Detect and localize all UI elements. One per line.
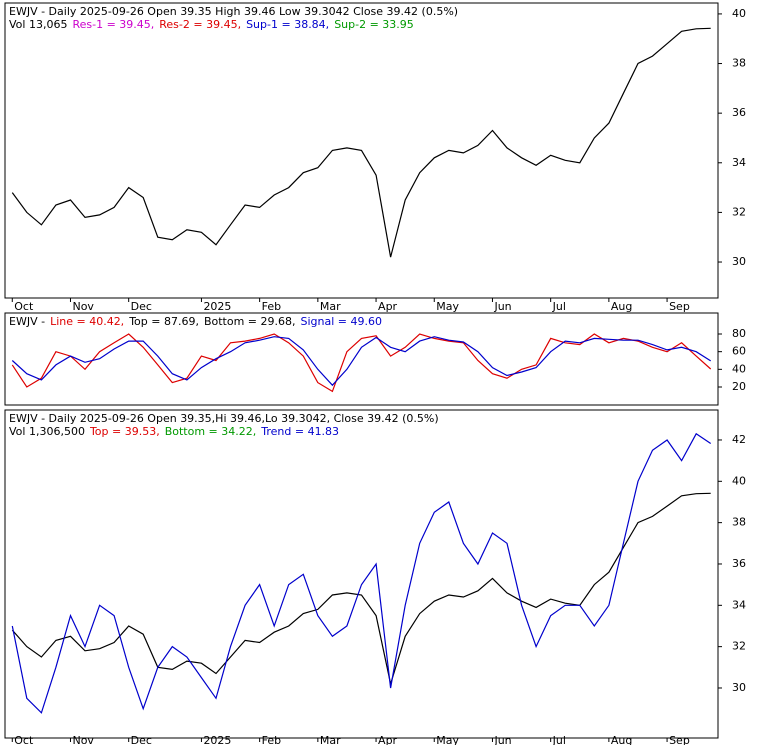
header-text: Sup-1 = 38.84, [246, 18, 329, 31]
header-line: Vol 1,306,500 Top = 39.53, Bottom = 34.22,… [9, 425, 339, 438]
y-tick-label: 42 [732, 433, 746, 446]
header-text: EWJV - Daily 2025-09-26 Open 39.35,Hi 39… [9, 412, 439, 425]
panel-frame [4, 409, 719, 739]
y-tick-label: 40 [732, 7, 746, 20]
header-text: Bottom = 34.22, [165, 425, 257, 438]
x-tick-label: Feb [262, 734, 281, 745]
series-line [11, 492, 711, 687]
header-text: Res-1 = 39.45, [72, 18, 154, 31]
y-tick-label: 80 [732, 327, 746, 340]
x-tick-label: Oct [14, 300, 34, 313]
x-tick-label: Jun [493, 734, 511, 745]
y-tick-label: 34 [732, 156, 746, 169]
x-tick-label: Aug [611, 300, 632, 313]
y-tick-label: 40 [732, 474, 746, 487]
x-tick-label: Apr [378, 734, 398, 745]
header-text: Vol 13,065 [9, 18, 67, 31]
header-line: EWJV - Daily 2025-09-26 Open 39.35,Hi 39… [9, 412, 439, 425]
y-tick-label: 60 [732, 345, 746, 358]
x-tick-label: Dec [131, 734, 152, 745]
header-text: Top = 39.53, [89, 425, 160, 438]
series-line [11, 432, 712, 714]
x-tick-label: Apr [378, 300, 398, 313]
header-line: Vol 13,065 Res-1 = 39.45, Res-2 = 39.45, Su… [9, 18, 414, 31]
x-tick-label: Feb [262, 300, 281, 313]
y-tick-label: 30 [732, 255, 746, 268]
header-text: Signal = 49.60 [301, 315, 383, 328]
header-text: Vol 1,306,500 [9, 425, 85, 438]
header-line: EWJV - Daily 2025-09-26 Open 39.35 High … [9, 5, 458, 18]
y-tick-label: 36 [732, 106, 746, 119]
x-tick-label: Nov [72, 300, 94, 313]
x-tick-label: Nov [72, 734, 94, 745]
y-tick-label: 32 [732, 205, 746, 218]
series-line [11, 27, 711, 258]
x-tick-label: Mar [320, 300, 341, 313]
header-text: Bottom = 29.68, [204, 315, 296, 328]
x-tick-label: 2025 [203, 300, 231, 313]
x-tick-label: Aug [611, 734, 632, 745]
x-tick-label: Oct [14, 734, 34, 745]
x-tick-label: Dec [131, 300, 152, 313]
x-tick-label: Jun [493, 300, 511, 313]
y-tick-label: 40 [732, 362, 746, 375]
y-tick-label: 34 [732, 598, 746, 611]
x-tick-label: Sep [669, 734, 690, 745]
x-tick-label: Sep [669, 300, 690, 313]
y-tick-label: 38 [732, 516, 746, 529]
header-text: Line = 40.42, [50, 315, 124, 328]
y-tick-label: 32 [732, 640, 746, 653]
header-text: Res-2 = 39.45, [159, 18, 241, 31]
y-tick-label: 20 [732, 380, 746, 393]
header-text: Top = 87.69, [128, 315, 199, 328]
x-tick-label: May [436, 300, 459, 313]
series-line [11, 333, 712, 393]
header-line: EWJV - Line = 40.42, Top = 87.69, Bottom = … [9, 315, 382, 328]
series-line [11, 336, 712, 387]
x-tick-label: Jul [552, 734, 566, 745]
header-text: EWJV - Daily 2025-09-26 Open 39.35 High … [9, 5, 458, 18]
x-tick-label: May [436, 734, 459, 745]
header-text: Sup-2 = 33.95 [334, 18, 414, 31]
x-tick-label: Mar [320, 734, 341, 745]
y-tick-label: 36 [732, 557, 746, 570]
header-text: EWJV - [9, 315, 45, 328]
x-tick-label: 2025 [203, 734, 231, 745]
x-tick-label: Jul [552, 300, 566, 313]
y-tick-label: 38 [732, 57, 746, 70]
y-tick-label: 30 [732, 681, 746, 694]
header-text: Trend = 41.83 [260, 425, 339, 438]
panel-frame [4, 312, 719, 406]
